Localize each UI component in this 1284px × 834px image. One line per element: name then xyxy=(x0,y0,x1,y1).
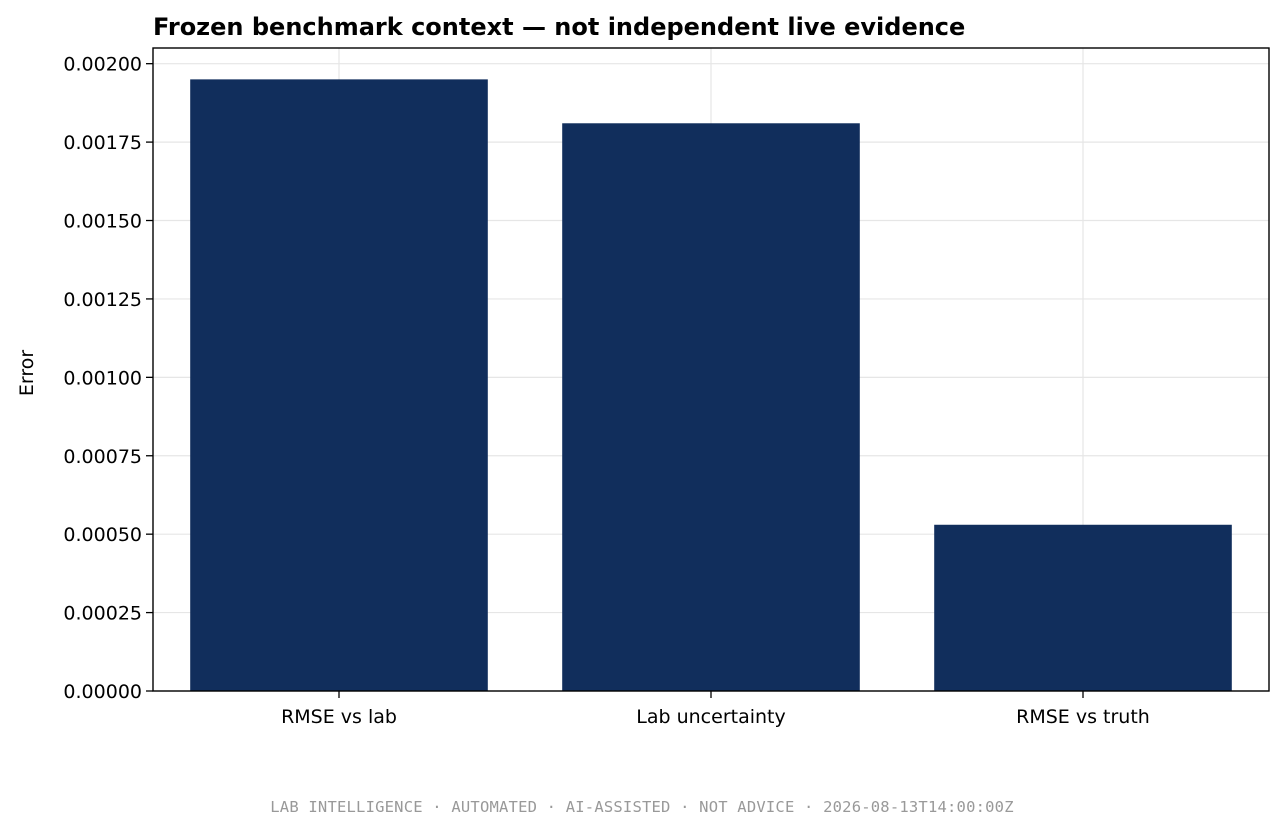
y-tick-label: 0.00050 xyxy=(63,524,142,546)
y-tick-label: 0.00125 xyxy=(63,289,142,311)
y-tick-label: 0.00025 xyxy=(63,603,142,625)
x-tick-label: Lab uncertainty xyxy=(636,706,785,728)
y-tick-label: 0.00100 xyxy=(63,367,142,389)
y-axis-label: Error xyxy=(16,350,38,397)
plot-frame xyxy=(152,47,1270,692)
y-tick-label: 0.00150 xyxy=(63,211,142,233)
footer-disclaimer: LAB INTELLIGENCE · AUTOMATED · AI-ASSIST… xyxy=(270,798,1014,816)
y-tick-label: 0.00175 xyxy=(63,132,142,154)
x-tick-label: RMSE vs truth xyxy=(1016,706,1150,728)
axes: 0.00000 0.00025 0.00050 0.00075 0.00100 0.001… xyxy=(63,47,1270,728)
chart-title: Frozen benchmark context — not independe… xyxy=(153,13,965,41)
bar xyxy=(934,524,1232,691)
y-tick-label: 0.00000 xyxy=(63,681,142,703)
bar xyxy=(562,123,860,691)
bar xyxy=(190,79,488,692)
y-tick-label: 0.00200 xyxy=(63,54,142,76)
bars xyxy=(190,79,1232,692)
x-tick-label: RMSE vs lab xyxy=(281,706,397,728)
y-tick-label: 0.00075 xyxy=(63,446,142,468)
